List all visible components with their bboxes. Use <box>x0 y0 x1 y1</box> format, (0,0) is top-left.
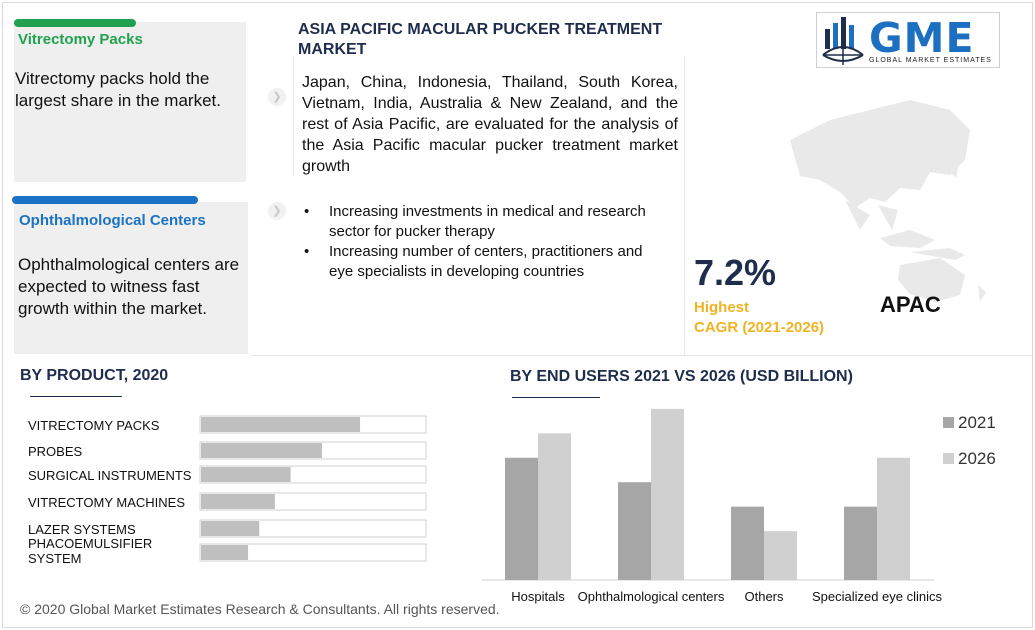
cagr-label-line1: Highest <box>694 299 750 316</box>
card-vitrectomy-packs <box>14 22 246 182</box>
tick-label: Others <box>744 589 784 604</box>
bar <box>505 457 538 580</box>
bar <box>201 521 260 536</box>
logo-wordmark: GME <box>869 14 975 62</box>
bar <box>651 408 684 580</box>
bar <box>201 467 291 482</box>
cagr-label-line2: CAGR (2021-2026) <box>694 319 825 336</box>
bar <box>618 482 651 580</box>
page-title: ASIA PACIFIC MACULAR PUCKER TREATMENT MA… <box>298 21 663 58</box>
globe-icon <box>822 17 864 65</box>
category-label: VITRECTOMY MACHINES <box>28 495 185 510</box>
chevron-right-icon: ❯ <box>268 88 286 106</box>
bar <box>201 443 322 458</box>
driver-list: • Increasing investments in medical and r… <box>304 202 664 282</box>
region-label: APAC <box>880 292 941 317</box>
bar <box>201 417 361 432</box>
bar <box>201 494 275 509</box>
bullet-glyph: • <box>304 203 310 220</box>
card-text-ophthalmological-centers: Ophthalmological centers are expected to… <box>18 255 240 318</box>
divider-vertical-left <box>293 56 294 176</box>
gme-logo: GME GLOBAL MARKET ESTIMATES <box>816 12 1000 68</box>
bar <box>844 506 877 580</box>
category-label: VITRECTOMY PACKS <box>28 418 160 433</box>
bar <box>764 531 797 580</box>
legend-label: 2026 <box>958 449 996 468</box>
end-users-bar-chart: Hospitals Ophthalmological centers Others S… <box>482 408 996 604</box>
list-item: • Increasing number of centers, practitio… <box>304 242 664 282</box>
product-bar-chart: VITRECTOMY PACKS PROBES SURGICAL INSTRUMEN… <box>28 415 427 566</box>
card-title-ophthalmological-centers: Ophthalmological Centers <box>19 212 206 229</box>
logo-subtitle: GLOBAL MARKET ESTIMATES <box>869 57 992 64</box>
cagr-value: 7.2% <box>694 252 777 293</box>
copyright-footer: © 2020 Global Market Estimates Research … <box>20 601 500 617</box>
legend-swatch <box>943 453 954 464</box>
list-item: • Increasing investments in medical and r… <box>304 202 664 242</box>
chart-title-by-product: BY PRODUCT, 2020 <box>20 367 169 384</box>
bar <box>731 506 764 580</box>
legend-swatch <box>943 417 954 428</box>
bar <box>877 457 910 580</box>
card-accent-bar-blue <box>12 196 198 204</box>
bar <box>538 433 571 580</box>
divider-horizontal <box>252 355 1032 356</box>
title-underline <box>512 397 600 398</box>
card-text-vitrectomy-packs: Vitrectomy packs hold the largest share … <box>15 69 221 110</box>
tick-label: Specialized eye clinics <box>812 589 943 604</box>
divider-vertical <box>684 56 685 356</box>
bullet-glyph: • <box>304 243 310 260</box>
card-accent-bar-green <box>14 19 136 27</box>
title-underline <box>30 396 122 397</box>
cagr-label: Highest CAGR (2021-2026) <box>694 298 824 338</box>
tick-label: Hospitals <box>511 589 565 604</box>
driver-text: Increasing number of centers, practition… <box>329 243 643 280</box>
chevron-right-icon: ❯ <box>268 202 286 220</box>
tick-label: Ophthalmological centers <box>578 589 725 604</box>
legend-label: 2021 <box>958 413 996 432</box>
card-ophthalmological-centers <box>14 202 248 354</box>
category-label: PHACOEMULSIFIER SYSTEM <box>28 536 152 566</box>
bar <box>201 545 249 560</box>
asia-pacific-map-icon <box>790 100 986 302</box>
category-label: PROBES <box>28 444 83 459</box>
chart-title-by-end-users: BY END USERS 2021 VS 2026 (USD BILLION) <box>510 368 853 385</box>
bar-track <box>199 543 427 562</box>
driver-text: Increasing investments in medical and re… <box>329 203 646 240</box>
card-title-vitrectomy-packs: Vitrectomy Packs <box>18 31 143 48</box>
category-label: LAZER SYSTEMS <box>28 522 136 537</box>
region-description: Japan, China, Indonesia, Thailand, South… <box>302 74 678 175</box>
category-label: SURGICAL INSTRUMENTS <box>28 468 192 483</box>
